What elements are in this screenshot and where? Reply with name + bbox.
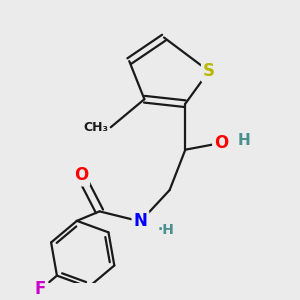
Text: H: H	[238, 133, 251, 148]
Text: ·H: ·H	[157, 223, 174, 237]
Text: F: F	[35, 280, 46, 298]
Text: S: S	[203, 62, 215, 80]
Text: O: O	[214, 134, 228, 152]
Text: CH₃: CH₃	[83, 121, 108, 134]
Text: O: O	[74, 167, 88, 184]
Text: N: N	[134, 212, 147, 230]
